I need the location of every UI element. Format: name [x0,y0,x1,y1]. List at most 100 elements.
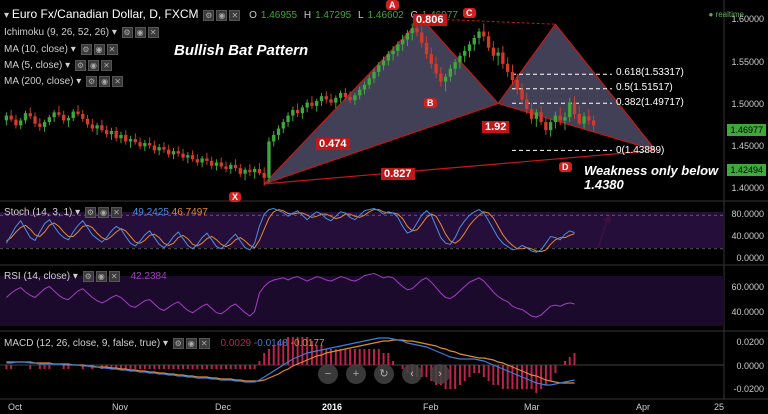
close-icon[interactable]: ✕ [198,338,210,349]
macd-hist-bar [205,365,208,369]
candle-body [4,115,9,121]
reset-icon[interactable]: ↻ [374,364,394,384]
close-icon[interactable]: ✕ [106,44,118,55]
macd-hist-bar [454,365,457,389]
eye-icon[interactable]: ◉ [95,271,107,282]
macd-hist-bar [458,365,461,385]
candle-body [329,99,333,103]
stoch-tick: 80.0000 [731,209,764,219]
settings-icon[interactable]: ⚙ [74,60,86,71]
macd-hist-value: 0.0029 [220,338,252,350]
ratio-xb: 0.474 [316,138,350,150]
close-icon[interactable]: ✕ [110,207,122,218]
macd-hist-bar [119,365,122,369]
close-icon[interactable]: ✕ [229,9,241,21]
candle-body [572,102,577,114]
macd-hist-bar [248,365,251,369]
candle-body [324,96,328,100]
candle-body [200,158,204,163]
candle-body [463,50,467,56]
close-icon[interactable]: ✕ [108,271,120,282]
eye-icon[interactable]: ◉ [99,76,111,87]
candle-body [66,118,71,121]
close-icon[interactable]: ✕ [147,27,159,38]
candle-body [386,54,390,61]
candle-body [358,89,362,96]
macd-hist-bar [29,365,32,369]
time-tick: Oct [8,402,23,412]
zoom-out-icon[interactable]: − [318,364,338,384]
price-tick: 1.45000 [731,141,764,151]
indicator-ichimoku[interactable]: Ichimoku (9, 26, 52, 26) ▾ ⚙ ◉ ✕ [4,27,159,38]
indicator-ma5[interactable]: MA (5, close) ▾ ⚙ ◉ ✕ [4,60,112,71]
scroll-right-icon[interactable]: › [430,364,450,384]
settings-icon[interactable]: ⚙ [121,27,133,38]
eye-icon[interactable]: ◉ [216,9,228,21]
settings-icon[interactable]: ⚙ [86,76,98,87]
candle-body [100,125,104,131]
eye-icon[interactable]: ◉ [185,338,197,349]
candle-body [167,149,171,155]
macd-hist-bar [373,349,375,365]
chevron-down-icon[interactable]: ▾ [4,10,10,21]
macd-hist-bar [511,365,514,389]
last-price-tag: 1.46977 [727,124,766,136]
candle-body [109,130,114,135]
candle-body [205,158,209,161]
indicator-ma200[interactable]: MA (200, close) ▾ ⚙ ◉ ✕ [4,76,124,87]
candle-body [319,96,324,102]
macd-hist-bar [530,365,533,389]
candle-body [353,95,357,101]
candle-body [558,115,562,121]
close-icon[interactable]: ✕ [112,76,124,87]
close-icon[interactable]: ✕ [100,60,112,71]
candle-body [229,164,233,169]
macd-hist-bar [449,365,452,389]
macd-hist-bar [516,365,519,389]
price-tick: 1.50000 [731,99,764,109]
candle-body [477,31,481,38]
candle-body [338,92,343,98]
eye-icon[interactable]: ◉ [87,60,99,71]
candle-body [467,44,472,51]
candle-body [243,169,247,174]
candle-body [28,113,32,117]
indicator-ma10[interactable]: MA (10, close) ▾ ⚙ ◉ ✕ [4,44,118,55]
eye-icon[interactable]: ◉ [93,44,105,55]
candle-body [310,102,314,106]
candle-body [272,134,276,142]
macd-hist-bar [554,365,557,373]
candle-body [14,119,18,126]
candle-body [157,147,161,151]
settings-icon[interactable]: ⚙ [203,9,215,21]
time-tick: 25 [714,402,725,412]
macd-header[interactable]: MACD (12, 26, close, 9, false, true) ▾ ⚙… [4,338,325,350]
rsi-header[interactable]: RSI (14, close) ▾ ⚙ ◉ ✕ 42.2384 [4,271,167,283]
candle-body [343,92,348,97]
settings-icon[interactable]: ⚙ [80,44,92,55]
macd-hist-bar [53,365,56,366]
candle-body [262,172,266,178]
macd-hist-bar [540,365,543,389]
macd-hist-bar [162,365,165,369]
zoom-in-icon[interactable]: + [346,364,366,384]
candle-body [448,68,453,77]
pattern-bcd-triangle [497,23,658,152]
settings-icon[interactable]: ⚙ [84,207,96,218]
candle-body [391,50,395,55]
settings-icon[interactable]: ⚙ [82,271,94,282]
scroll-left-icon[interactable]: ‹ [402,364,422,384]
candle-body [95,125,99,129]
macd-hist-bar [482,365,485,377]
rsi-band [0,276,724,326]
eye-icon[interactable]: ◉ [134,27,146,38]
price-tick: 1.55000 [731,57,764,67]
candle-body [362,84,367,90]
macd-hist-bar [201,365,204,369]
settings-icon[interactable]: ⚙ [172,338,184,349]
macd-hist-bar [67,365,70,369]
stoch-header[interactable]: Stoch (14, 3, 1) ▾ ⚙ ◉ ✕ 49.2425 46.7497 [4,207,208,219]
time-tick: Mar [524,402,540,412]
eye-icon[interactable]: ◉ [97,207,109,218]
candle-body [539,112,543,123]
